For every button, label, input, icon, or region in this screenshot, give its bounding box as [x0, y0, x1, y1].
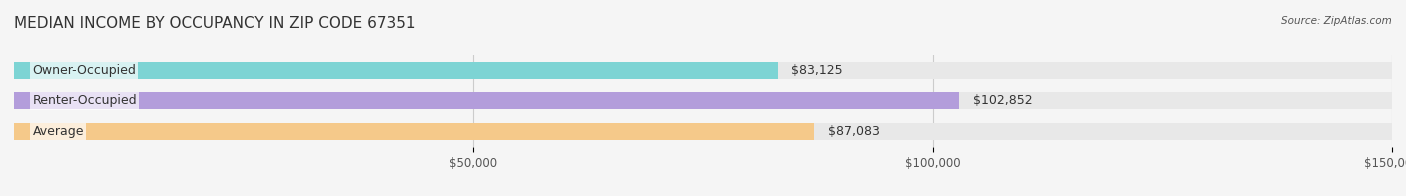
- Bar: [14, 62, 778, 79]
- Text: $83,125: $83,125: [792, 64, 844, 77]
- Text: MEDIAN INCOME BY OCCUPANCY IN ZIP CODE 67351: MEDIAN INCOME BY OCCUPANCY IN ZIP CODE 6…: [14, 16, 416, 31]
- Text: Average: Average: [32, 125, 84, 138]
- Bar: [14, 123, 814, 140]
- Text: $87,083: $87,083: [828, 125, 880, 138]
- Text: Source: ZipAtlas.com: Source: ZipAtlas.com: [1281, 16, 1392, 26]
- Bar: [14, 93, 959, 109]
- Text: Owner-Occupied: Owner-Occupied: [32, 64, 136, 77]
- Bar: [14, 123, 1392, 140]
- Text: $102,852: $102,852: [973, 94, 1032, 107]
- Bar: [14, 93, 1392, 109]
- Bar: [14, 62, 1392, 79]
- Text: Renter-Occupied: Renter-Occupied: [32, 94, 136, 107]
